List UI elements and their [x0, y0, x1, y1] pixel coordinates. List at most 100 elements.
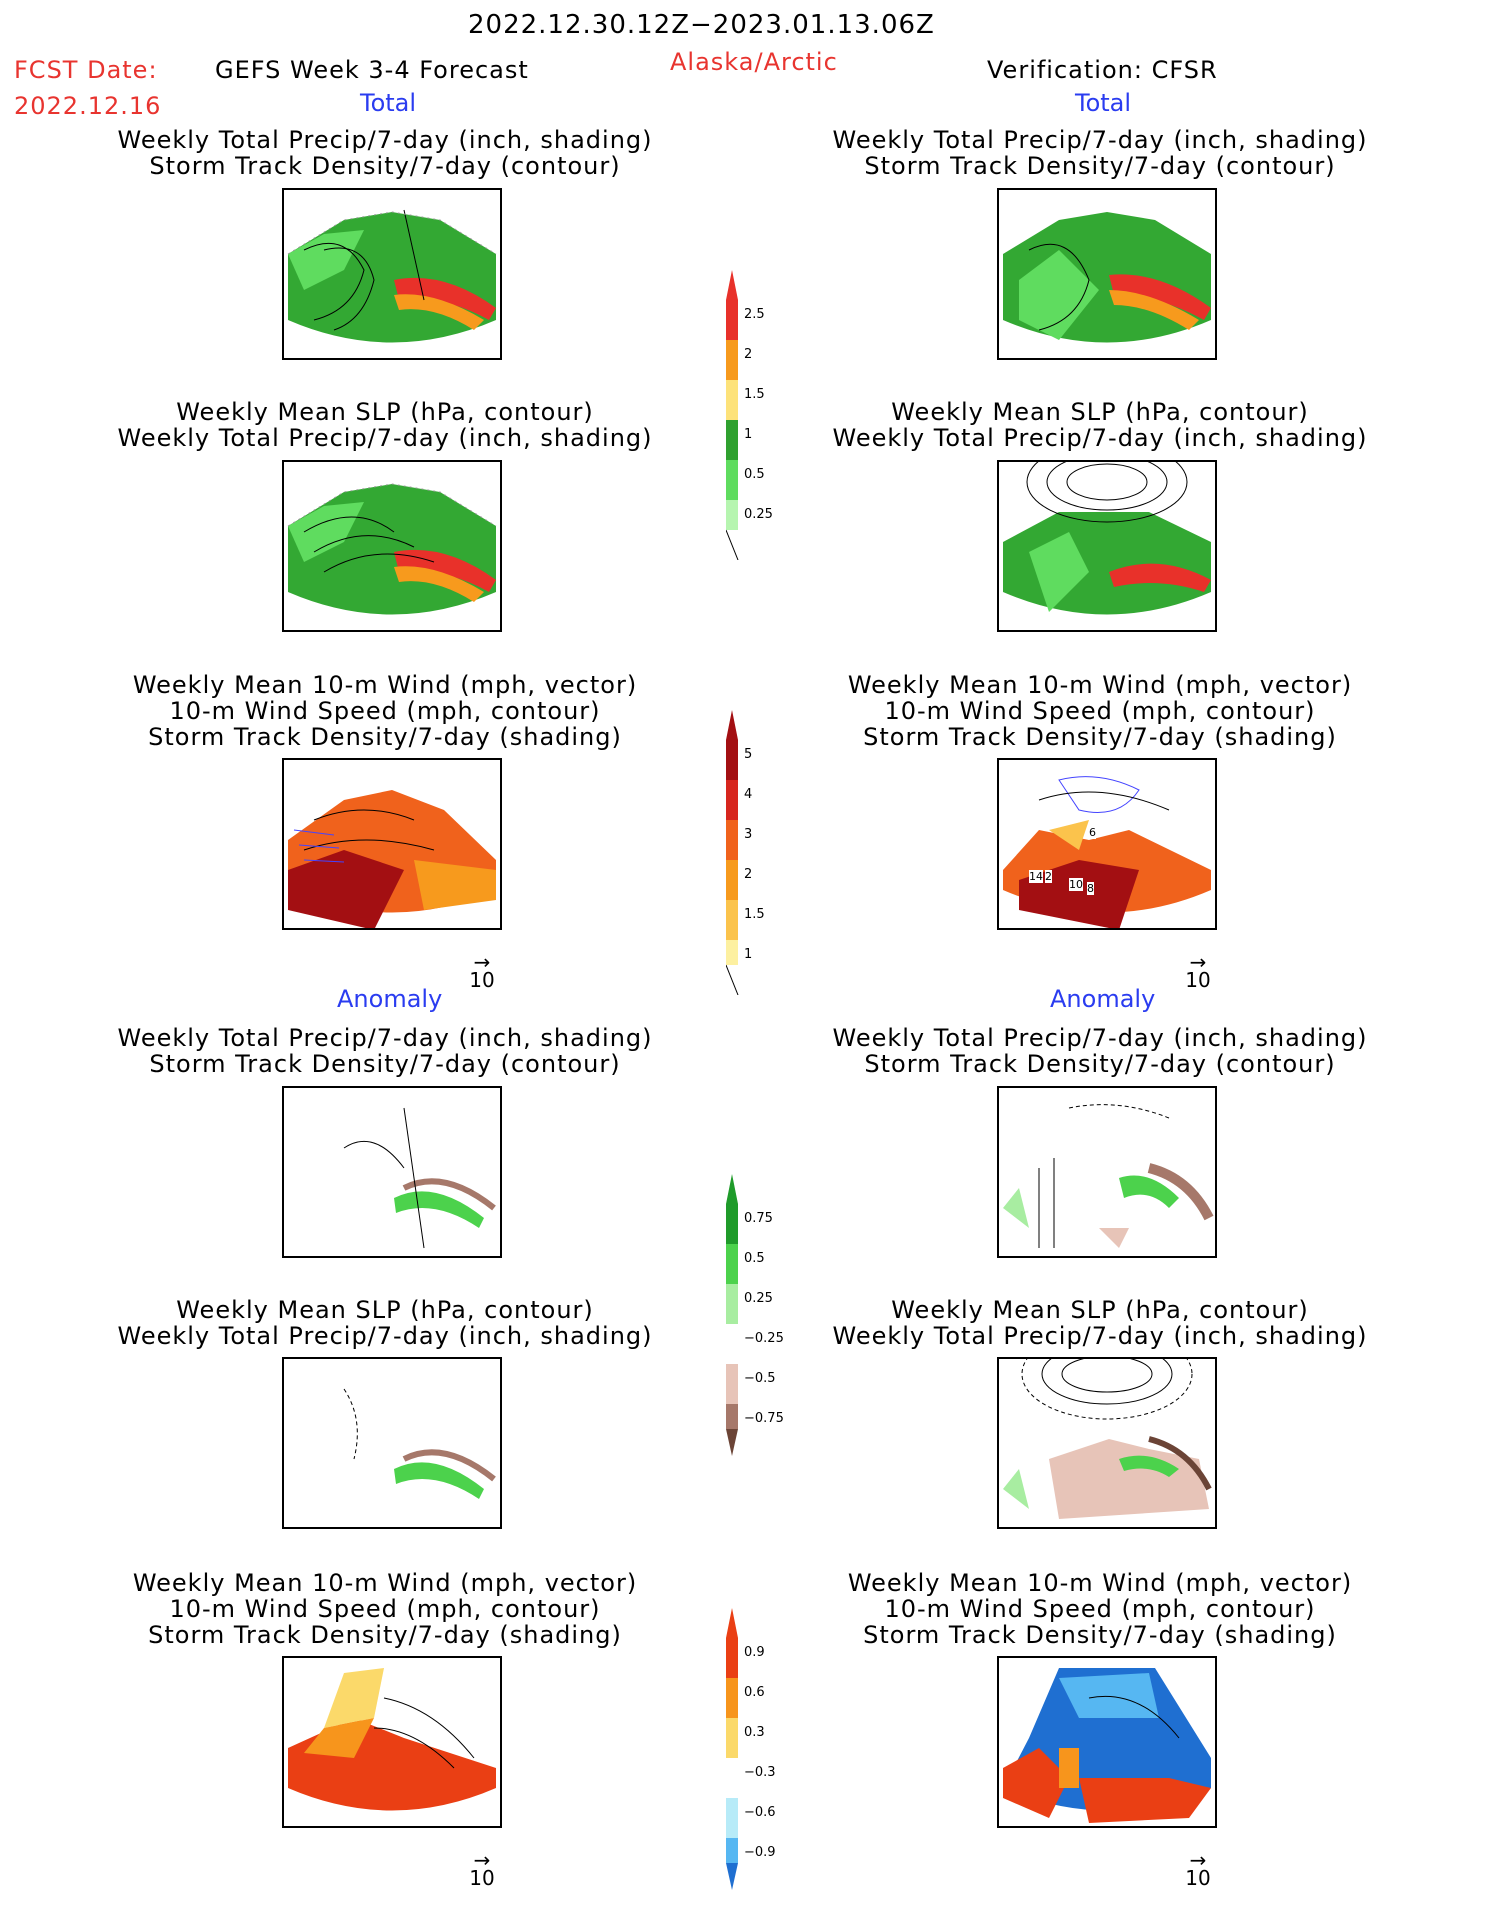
title-line: Weekly Mean 10-m Wind (mph, vector)	[132, 671, 638, 699]
title-line: Storm Track Density/7-day (contour)	[149, 1050, 621, 1078]
title-line: 10-m Wind Speed (mph, contour)	[884, 697, 1316, 725]
title-line: Storm Track Density/7-day (contour)	[149, 152, 621, 180]
map-plot	[287, 483, 497, 615]
wind-contour-label: 10	[1069, 878, 1083, 891]
map-plot	[1003, 776, 1211, 928]
map-panel-forecast-slp-anom	[282, 1357, 502, 1529]
vector-arrow-icon: →	[473, 1848, 491, 1872]
panel-title-r3: Weekly Mean 10-m Wind (mph, vector) 10-m…	[848, 672, 1352, 750]
colorbar-storm-anomaly: 0.9 0.6 0.3 −0.3 −0.6 −0.9	[726, 1608, 776, 1894]
colorbar-tick: 0.5	[744, 1251, 765, 1266]
colorbar-swatches	[725, 710, 739, 996]
panel-title-l5: Weekly Mean SLP (hPa, contour) Weekly To…	[117, 1297, 652, 1349]
colorbar-tick: −0.5	[744, 1371, 776, 1386]
colorbar-tick: 1	[744, 427, 753, 442]
fcst-date-value: 2022.12.16	[14, 92, 162, 120]
map-plot	[287, 209, 497, 343]
title-line: 10-m Wind Speed (mph, contour)	[169, 697, 601, 725]
title-line: Weekly Mean 10-m Wind (mph, vector)	[847, 671, 1353, 699]
map-plot	[343, 1388, 496, 1499]
colorbar-tick: 2	[744, 347, 753, 362]
colorbar-tick: 0.6	[744, 1685, 765, 1700]
map-plot	[288, 1668, 496, 1811]
map-plot	[1003, 212, 1211, 343]
title-line: Weekly Mean SLP (hPa, contour)	[176, 1296, 594, 1324]
vector-arrow-icon: →	[1189, 950, 1207, 974]
title-line: Storm Track Density/7-day (shading)	[148, 723, 622, 751]
title-line: Weekly Mean 10-m Wind (mph, vector)	[132, 1569, 638, 1597]
title-line: Weekly Total Precip/7-day (inch, shading…	[832, 1024, 1368, 1052]
product-title: GEFS Week 3-4 Forecast	[215, 56, 529, 84]
colorbar-precip-anomaly: 0.75 0.5 0.25 −0.25 −0.5 −0.75	[726, 1174, 784, 1460]
colorbar-tick: −0.6	[744, 1805, 776, 1820]
title-line: Weekly Total Precip/7-day (inch, shading…	[117, 424, 653, 452]
map-panel-forecast-wind	[282, 758, 502, 930]
colorbar-tick: 0.3	[744, 1725, 765, 1740]
colorbar-tick: 2	[744, 867, 753, 882]
panel-title-r6: Weekly Mean 10-m Wind (mph, vector) 10-m…	[848, 1570, 1352, 1648]
panel-title-r2: Weekly Mean SLP (hPa, contour) Weekly To…	[832, 399, 1367, 451]
title-line: Weekly Total Precip/7-day (inch, shading…	[117, 1322, 653, 1350]
map-panel-verif-precip-anom	[997, 1086, 1217, 1258]
vector-ref-label: 10	[1185, 968, 1211, 992]
left-total-label: Total	[360, 89, 417, 117]
map-plot	[1003, 1668, 1211, 1823]
colorbar-tick: 4	[744, 787, 753, 802]
title-line: Weekly Mean 10-m Wind (mph, vector)	[847, 1569, 1353, 1597]
colorbar-tick: −0.3	[744, 1765, 776, 1780]
title-line: Weekly Total Precip/7-day (inch, shading…	[117, 1024, 653, 1052]
title-line: Storm Track Density/7-day (shading)	[863, 1621, 1337, 1649]
panel-title-l3: Weekly Mean 10-m Wind (mph, vector) 10-m…	[133, 672, 637, 750]
colorbar-storm-total: 5 4 3 2 1.5 1	[725, 710, 765, 999]
colorbar-tick: 0.9	[744, 1645, 765, 1660]
map-panel-verif-wind: 14 2 10 8 6	[997, 758, 1217, 930]
colorbar-swatches	[726, 1608, 738, 1890]
colorbar-tick: 1.5	[744, 387, 765, 402]
wind-contour-label: 6	[1089, 826, 1096, 839]
title-line: Weekly Total Precip/7-day (inch, shading…	[832, 126, 1368, 154]
colorbar-precip-total: 2.5 2 1.5 1 0.5 0.25	[725, 270, 773, 564]
map-panel-forecast-precip-total	[282, 188, 502, 360]
title-line: Storm Track Density/7-day (contour)	[864, 152, 1336, 180]
colorbar-tick: −0.75	[744, 1411, 784, 1426]
colorbar-tick: −0.9	[744, 1845, 776, 1860]
title-line: 10-m Wind Speed (mph, contour)	[884, 1595, 1316, 1623]
map-plot	[1003, 1104, 1214, 1248]
colorbar-tick: 2.5	[744, 307, 765, 322]
colorbar-swatches	[725, 270, 739, 561]
map-panel-forecast-slp	[282, 460, 502, 632]
map-panel-verif-precip-total	[997, 188, 1217, 360]
colorbar-tick: 1.5	[744, 907, 765, 922]
title-line: Weekly Total Precip/7-day (inch, shading…	[117, 126, 653, 154]
map-panel-forecast-precip-anom	[282, 1086, 502, 1258]
colorbar-tick: 1	[744, 947, 753, 962]
colorbar-tick: 3	[744, 827, 753, 842]
title-line: Weekly Mean SLP (hPa, contour)	[891, 398, 1309, 426]
colorbar-tick: 0.25	[744, 1291, 773, 1306]
vector-ref-label: 10	[469, 968, 495, 992]
colorbar-tick: 0.75	[744, 1211, 773, 1226]
colorbar-tick: 0.25	[744, 507, 773, 522]
title-line: Weekly Mean SLP (hPa, contour)	[891, 1296, 1309, 1324]
vector-ref-label: 10	[469, 1866, 495, 1890]
colorbar-tick: −0.25	[744, 1331, 784, 1346]
panel-title-r5: Weekly Mean SLP (hPa, contour) Weekly To…	[832, 1297, 1367, 1349]
panel-title-l2: Weekly Mean SLP (hPa, contour) Weekly To…	[117, 399, 652, 451]
vector-ref-label: 10	[1185, 1866, 1211, 1890]
title-line: Weekly Total Precip/7-day (inch, shading…	[832, 1322, 1368, 1350]
vector-arrow-icon: →	[1189, 1848, 1207, 1872]
verification-title: Verification: CFSR	[987, 56, 1218, 84]
panel-title-l6: Weekly Mean 10-m Wind (mph, vector) 10-m…	[133, 1570, 637, 1648]
panel-title-r4: Weekly Total Precip/7-day (inch, shading…	[832, 1025, 1367, 1077]
fcst-date-label: FCST Date:	[14, 56, 158, 84]
wind-contour-label: 2	[1045, 870, 1052, 883]
title-line: Weekly Total Precip/7-day (inch, shading…	[832, 424, 1368, 452]
map-panel-forecast-wind-anom	[282, 1656, 502, 1828]
right-anomaly-label: Anomaly	[1050, 985, 1156, 1013]
colorbar-tick: 0.5	[744, 467, 765, 482]
map-plot	[1003, 1359, 1212, 1519]
map-plot	[288, 790, 496, 928]
wind-contour-label: 14	[1029, 870, 1043, 883]
title-line: Weekly Mean SLP (hPa, contour)	[176, 398, 594, 426]
title-line: Storm Track Density/7-day (contour)	[864, 1050, 1336, 1078]
